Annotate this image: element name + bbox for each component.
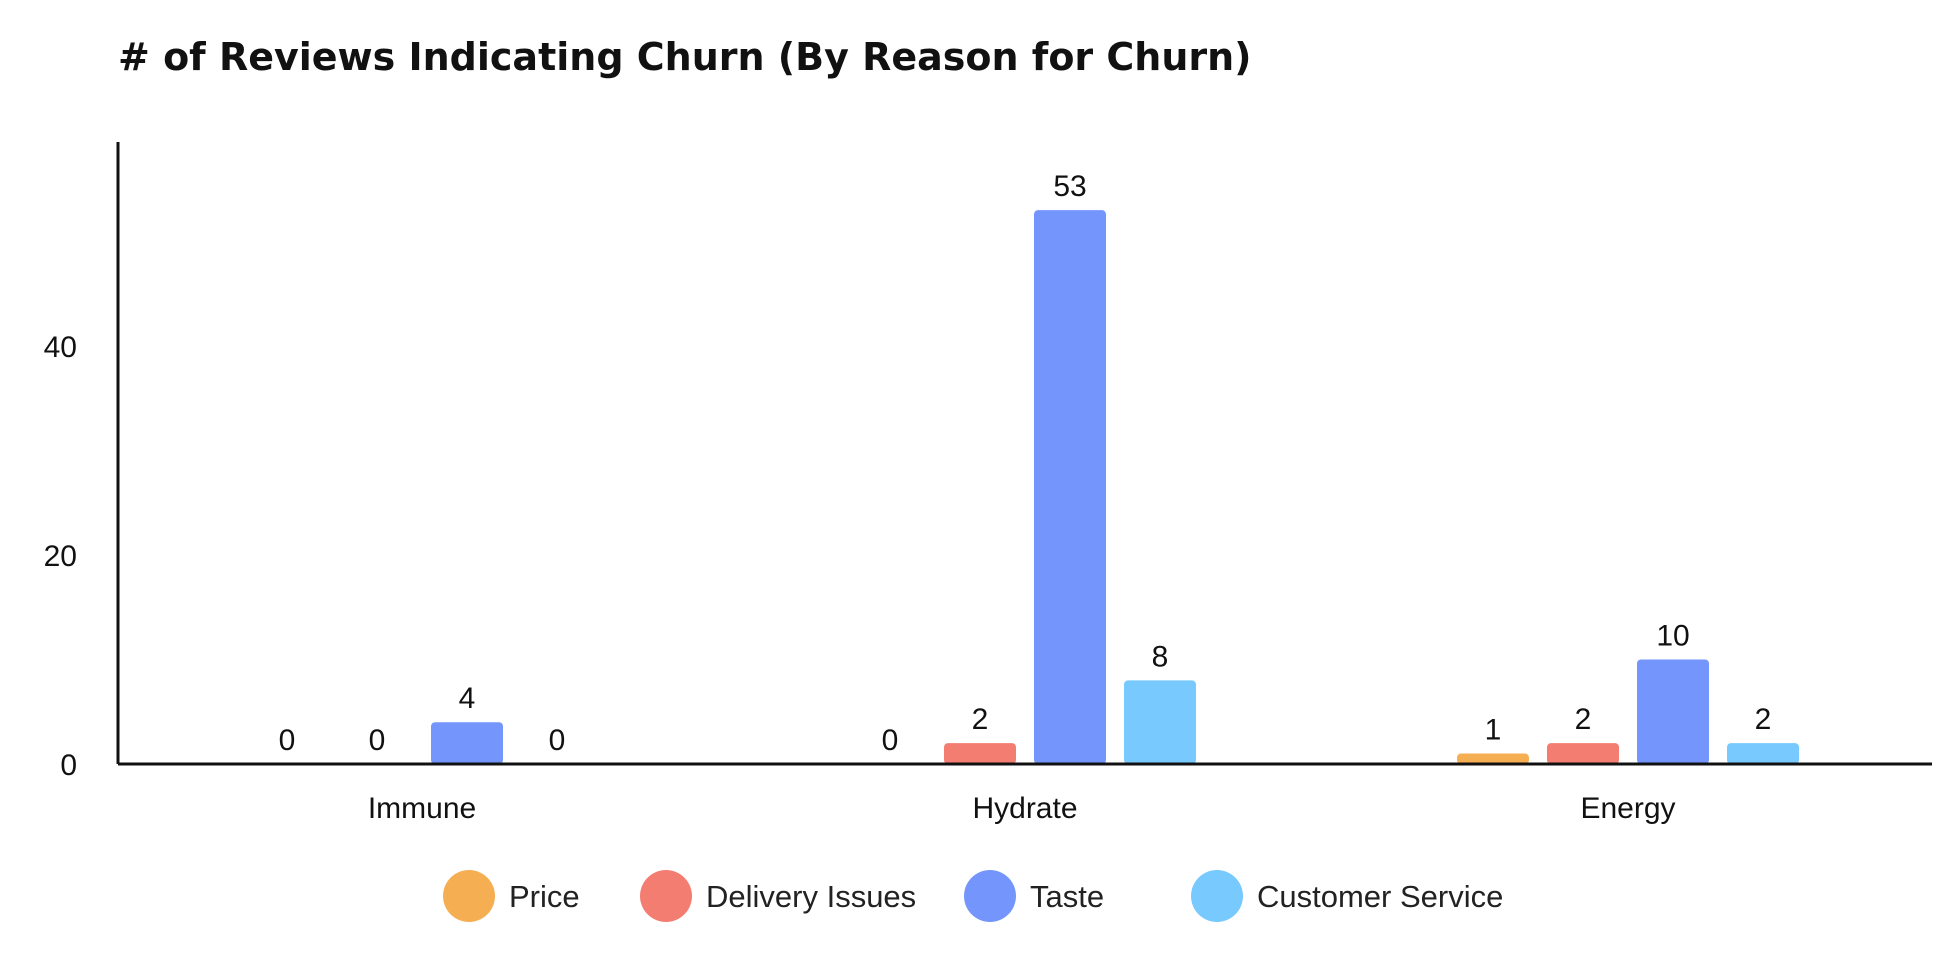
x-category-label: Hydrate	[972, 792, 1077, 825]
bar-energy-price	[1457, 753, 1529, 764]
data-label: 53	[1053, 170, 1086, 203]
legend-swatch	[640, 870, 692, 922]
legend-item-taste: Taste	[964, 870, 1104, 922]
legend-item-customer-service: Customer Service	[1191, 870, 1503, 922]
legend-swatch	[1191, 870, 1243, 922]
bar-hydrate-delivery-issues	[944, 743, 1016, 764]
legend-label: Customer Service	[1257, 879, 1503, 914]
data-label: 0	[549, 724, 566, 757]
data-labels-group: 0 0 4 0 0 2 53 8 1 2 10 2	[279, 170, 1772, 757]
legend: Price Delivery Issues Taste Customer Servic…	[443, 870, 1503, 922]
legend-swatch	[443, 870, 495, 922]
bar-hydrate-taste	[1034, 210, 1106, 764]
legend-label: Delivery Issues	[706, 879, 916, 914]
data-label: 2	[1755, 703, 1772, 736]
data-label: 4	[459, 682, 476, 715]
bar-immune-taste	[431, 722, 503, 764]
bar-hydrate-customer-service	[1124, 680, 1196, 764]
y-tick-label: 20	[44, 540, 77, 573]
y-tick-label: 40	[44, 331, 77, 364]
legend-label: Price	[509, 879, 580, 914]
bar-energy-delivery-issues	[1547, 743, 1619, 764]
data-label: 0	[882, 724, 899, 757]
data-label: 1	[1485, 714, 1502, 747]
data-label: 2	[1575, 703, 1592, 736]
y-tick-label: 0	[60, 749, 77, 782]
data-label: 10	[1656, 620, 1689, 653]
data-label: 0	[369, 724, 386, 757]
data-label: 2	[972, 703, 989, 736]
bar-energy-taste	[1637, 659, 1709, 764]
x-category-label: Immune	[368, 792, 476, 825]
data-label: 0	[279, 724, 296, 757]
legend-label: Taste	[1030, 879, 1104, 914]
x-axis-category-labels: Immune Hydrate Energy	[368, 792, 1676, 825]
data-label: 8	[1152, 640, 1169, 673]
legend-swatch	[964, 870, 1016, 922]
chart-title: # of Reviews Indicating Churn (By Reason…	[118, 35, 1252, 79]
bar-energy-customer-service	[1727, 743, 1799, 764]
legend-item-price: Price	[443, 870, 580, 922]
bars-group	[431, 210, 1799, 764]
legend-item-delivery-issues: Delivery Issues	[640, 870, 916, 922]
y-axis-ticks: 0 20 40	[44, 331, 77, 782]
x-category-label: Energy	[1580, 792, 1675, 825]
